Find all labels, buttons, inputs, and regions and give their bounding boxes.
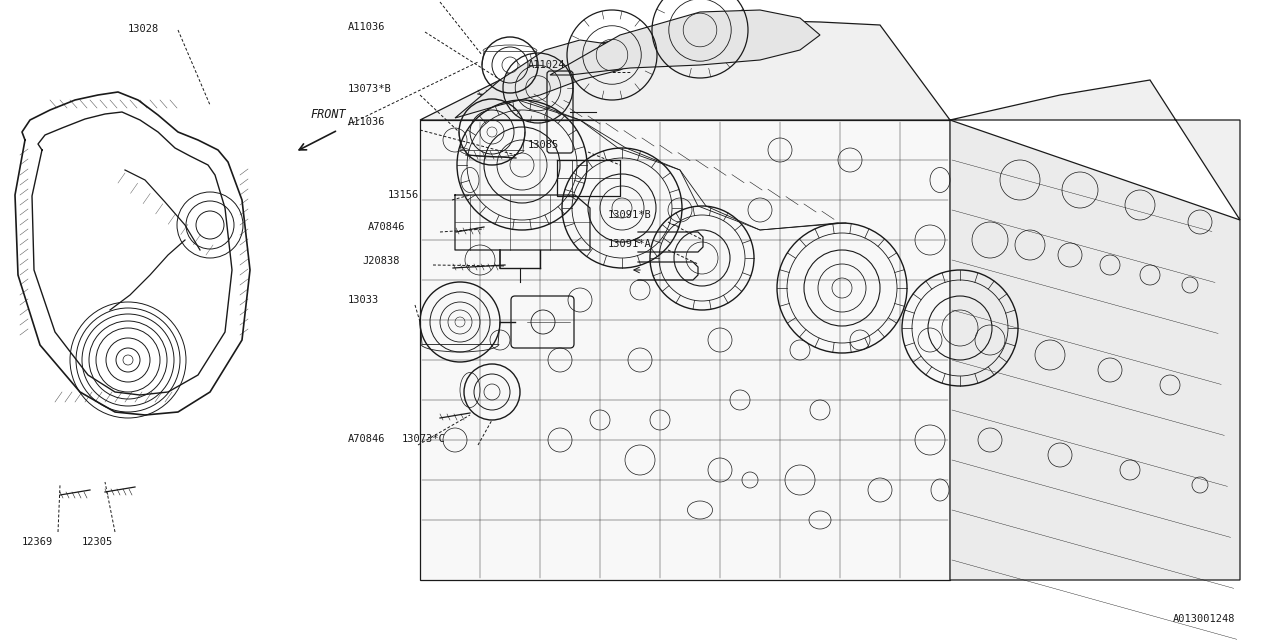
Text: 13091*B: 13091*B	[608, 210, 652, 220]
Text: A70846: A70846	[369, 222, 406, 232]
Text: 13073*B: 13073*B	[348, 84, 392, 94]
Text: A11024: A11024	[529, 60, 566, 70]
Text: 13073*C: 13073*C	[402, 434, 445, 444]
Text: 13156: 13156	[388, 190, 420, 200]
Text: 12305: 12305	[82, 537, 113, 547]
Text: A11036: A11036	[348, 117, 385, 127]
Polygon shape	[950, 120, 1240, 580]
Polygon shape	[420, 120, 950, 580]
Text: 13033: 13033	[348, 295, 379, 305]
Polygon shape	[550, 10, 820, 75]
Polygon shape	[420, 20, 1240, 220]
Polygon shape	[454, 40, 640, 118]
Text: 13091*A: 13091*A	[608, 239, 652, 249]
Text: 13073*A: 13073*A	[362, 0, 406, 2]
Text: A013001248: A013001248	[1172, 614, 1235, 624]
Text: A70846: A70846	[348, 434, 385, 444]
Text: FRONT: FRONT	[310, 108, 346, 121]
Text: 12369: 12369	[22, 537, 54, 547]
Text: A11036: A11036	[348, 22, 385, 32]
Text: 13085: 13085	[529, 140, 559, 150]
Text: 13028: 13028	[128, 24, 159, 34]
Text: J20838: J20838	[362, 256, 399, 266]
